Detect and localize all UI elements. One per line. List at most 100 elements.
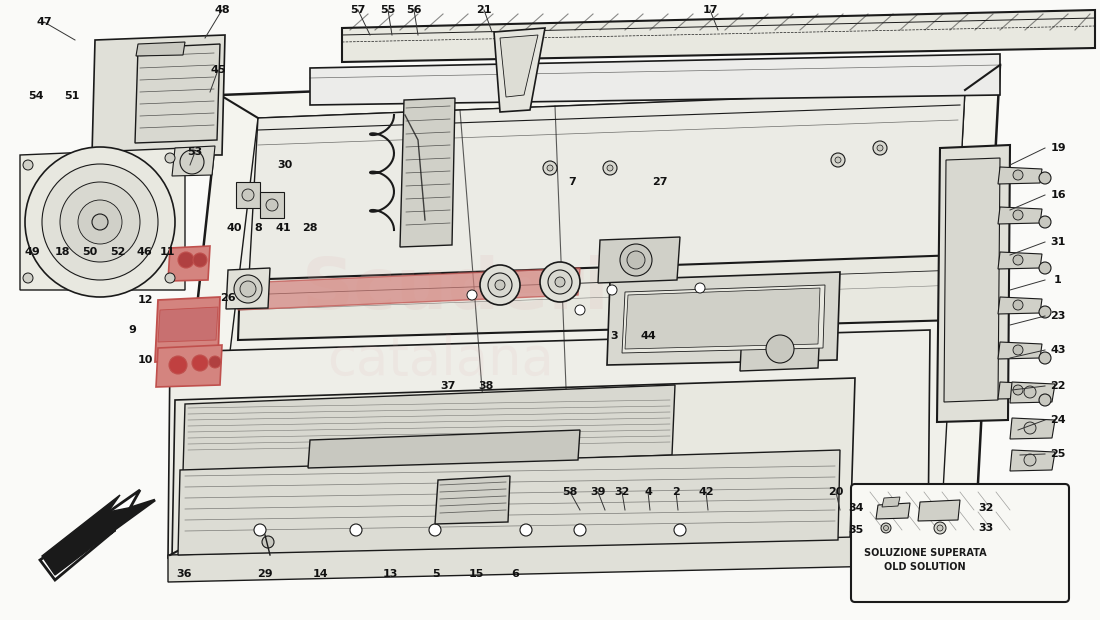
Circle shape bbox=[266, 199, 278, 211]
Text: 31: 31 bbox=[1050, 237, 1066, 247]
Polygon shape bbox=[40, 490, 155, 580]
Text: 44: 44 bbox=[640, 331, 656, 341]
Polygon shape bbox=[625, 288, 820, 349]
Polygon shape bbox=[172, 146, 214, 176]
Circle shape bbox=[934, 522, 946, 534]
Circle shape bbox=[488, 273, 512, 297]
Circle shape bbox=[178, 252, 194, 268]
Circle shape bbox=[60, 182, 140, 262]
Circle shape bbox=[1013, 255, 1023, 265]
Polygon shape bbox=[621, 285, 825, 353]
Polygon shape bbox=[20, 148, 185, 290]
Polygon shape bbox=[168, 330, 929, 558]
Circle shape bbox=[937, 525, 943, 531]
Text: 32: 32 bbox=[614, 487, 629, 497]
Polygon shape bbox=[1010, 382, 1055, 403]
Text: 3: 3 bbox=[610, 331, 618, 341]
Circle shape bbox=[1013, 300, 1023, 310]
Circle shape bbox=[1040, 352, 1050, 364]
Text: 7: 7 bbox=[568, 177, 576, 187]
Circle shape bbox=[1024, 422, 1036, 434]
Text: 30: 30 bbox=[277, 160, 293, 170]
Circle shape bbox=[1024, 386, 1036, 398]
Text: 48: 48 bbox=[214, 5, 230, 15]
Circle shape bbox=[78, 200, 122, 244]
Polygon shape bbox=[740, 327, 820, 371]
Circle shape bbox=[25, 147, 175, 297]
Polygon shape bbox=[168, 246, 210, 281]
Text: 17: 17 bbox=[702, 5, 717, 15]
Circle shape bbox=[23, 160, 33, 170]
Polygon shape bbox=[882, 497, 900, 507]
Text: 55: 55 bbox=[381, 5, 396, 15]
Text: 40: 40 bbox=[227, 223, 242, 233]
Text: 13: 13 bbox=[383, 569, 398, 579]
Polygon shape bbox=[342, 10, 1094, 62]
Text: 6: 6 bbox=[512, 569, 519, 579]
Polygon shape bbox=[158, 307, 218, 342]
Circle shape bbox=[830, 153, 845, 167]
Circle shape bbox=[1013, 385, 1023, 395]
Polygon shape bbox=[998, 342, 1042, 359]
Circle shape bbox=[575, 305, 585, 315]
Polygon shape bbox=[400, 98, 455, 247]
Text: 35: 35 bbox=[848, 525, 864, 535]
Circle shape bbox=[883, 526, 889, 531]
Text: 57: 57 bbox=[350, 5, 365, 15]
Polygon shape bbox=[998, 297, 1042, 314]
Polygon shape bbox=[155, 297, 220, 362]
Text: 42: 42 bbox=[698, 487, 714, 497]
Circle shape bbox=[480, 265, 520, 305]
Circle shape bbox=[192, 253, 207, 267]
Circle shape bbox=[607, 165, 613, 171]
Text: 54: 54 bbox=[29, 91, 44, 101]
Polygon shape bbox=[156, 345, 222, 387]
Circle shape bbox=[92, 214, 108, 230]
Polygon shape bbox=[500, 35, 538, 97]
Circle shape bbox=[1040, 172, 1050, 184]
Circle shape bbox=[543, 161, 557, 175]
Polygon shape bbox=[172, 378, 855, 558]
Circle shape bbox=[766, 335, 794, 363]
Polygon shape bbox=[998, 252, 1042, 269]
Text: 20: 20 bbox=[828, 487, 844, 497]
Text: 16: 16 bbox=[1050, 190, 1066, 200]
Circle shape bbox=[495, 280, 505, 290]
Text: 33: 33 bbox=[978, 523, 993, 533]
Circle shape bbox=[540, 262, 580, 302]
Text: 8: 8 bbox=[254, 223, 262, 233]
Text: 28: 28 bbox=[302, 223, 318, 233]
Circle shape bbox=[520, 524, 532, 536]
Text: 45: 45 bbox=[210, 65, 225, 75]
Text: 51: 51 bbox=[64, 91, 79, 101]
Circle shape bbox=[42, 164, 158, 280]
Polygon shape bbox=[998, 207, 1042, 224]
Circle shape bbox=[1040, 306, 1050, 318]
Circle shape bbox=[1013, 170, 1023, 180]
Circle shape bbox=[468, 290, 477, 300]
Polygon shape bbox=[1010, 418, 1055, 439]
Circle shape bbox=[242, 189, 254, 201]
Polygon shape bbox=[308, 430, 580, 468]
Text: Scuderia: Scuderia bbox=[301, 255, 658, 324]
Text: 52: 52 bbox=[110, 247, 125, 257]
Text: 32: 32 bbox=[978, 503, 993, 513]
Circle shape bbox=[556, 277, 565, 287]
Text: 43: 43 bbox=[1050, 345, 1066, 355]
Text: 23: 23 bbox=[1050, 311, 1066, 321]
Polygon shape bbox=[310, 54, 1000, 105]
Polygon shape bbox=[494, 28, 544, 112]
Circle shape bbox=[1013, 345, 1023, 355]
Text: 18: 18 bbox=[54, 247, 69, 257]
Circle shape bbox=[23, 273, 33, 283]
Text: 2: 2 bbox=[672, 487, 680, 497]
Circle shape bbox=[165, 153, 175, 163]
Circle shape bbox=[168, 315, 188, 335]
Circle shape bbox=[209, 356, 221, 368]
Circle shape bbox=[262, 536, 274, 548]
Polygon shape bbox=[226, 268, 270, 309]
Circle shape bbox=[1024, 454, 1036, 466]
Polygon shape bbox=[598, 237, 680, 283]
Polygon shape bbox=[178, 450, 840, 555]
Circle shape bbox=[881, 523, 891, 533]
